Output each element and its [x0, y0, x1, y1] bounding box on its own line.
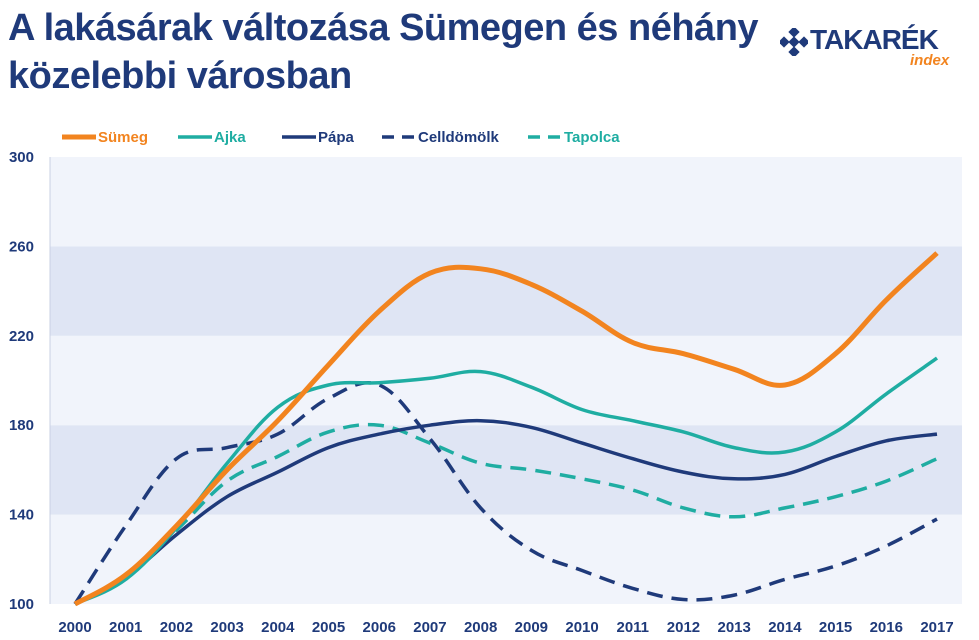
x-tick-label: 2006: [363, 619, 396, 636]
plot-band: [50, 246, 962, 336]
y-tick-label: 140: [9, 507, 34, 524]
y-tick-label: 180: [9, 417, 34, 434]
x-tick-label: 2009: [515, 619, 548, 636]
x-tick-label: 2005: [312, 619, 345, 636]
logo-sub: index: [910, 52, 950, 69]
plot-band: [50, 335, 962, 426]
x-tick-label: 2013: [717, 619, 750, 636]
legend-label-3: Celldömölk: [418, 129, 500, 146]
legend-label-4: Tapolca: [564, 129, 620, 146]
x-tick-label: 2004: [261, 619, 295, 636]
x-tick-label: 2008: [464, 619, 497, 636]
chart-title-line-2: közelebbi városban: [8, 55, 352, 97]
plot-band: [50, 157, 962, 247]
logo-mark-icon: [780, 28, 808, 56]
legend-label-1: Ajka: [214, 129, 246, 146]
series-line-4: [74, 422, 938, 606]
series-line-1: [74, 356, 939, 606]
y-tick-label: 220: [9, 328, 34, 345]
x-tick-label: 2010: [565, 619, 598, 636]
x-tick-label: 2007: [413, 619, 446, 636]
logo-word: TAKARÉK: [810, 24, 939, 55]
series-line-2: [74, 418, 938, 606]
chart-title-line-1: A lakásárak változása Sümegen és néhány: [8, 7, 759, 49]
x-tick-label: 2001: [109, 619, 142, 636]
x-tick-label: 2012: [667, 619, 700, 636]
x-tick-label: 2011: [616, 619, 649, 636]
series-line-3: [73, 381, 938, 605]
plot-bands: [49, 157, 962, 604]
x-tick-label: 2003: [210, 619, 243, 636]
series-lines: [73, 251, 939, 607]
x-tick-label: 2002: [160, 619, 193, 636]
legend-label-0: Sümeg: [98, 129, 148, 146]
y-tick-label: 260: [9, 238, 34, 255]
series-line-0: [73, 251, 939, 607]
x-tick-label: 2014: [768, 619, 802, 636]
y-axis-ticks: 100 140 180 220 260 300: [9, 149, 34, 613]
x-axis-ticks: 2000 2001 2002 2003 2004 2005 2006 2007 2008 2009…: [58, 619, 953, 636]
y-tick-label: 300: [9, 149, 34, 166]
x-tick-label: 2000: [58, 619, 91, 636]
chart-title: A lakásárak változása Sümegen és néhány …: [8, 4, 768, 100]
x-tick-label: 2015: [819, 619, 852, 636]
x-tick-label: 2016: [870, 619, 903, 636]
plot-band: [50, 514, 962, 604]
y-tick-label: 100: [9, 596, 34, 613]
legend-label-2: Pápa: [318, 129, 355, 146]
x-tick-label: 2017: [920, 619, 953, 636]
legend: Sümeg Ajka Pápa Celldömölk Tapolca: [62, 129, 620, 146]
takarek-index-logo: TAKARÉK index: [780, 22, 960, 74]
